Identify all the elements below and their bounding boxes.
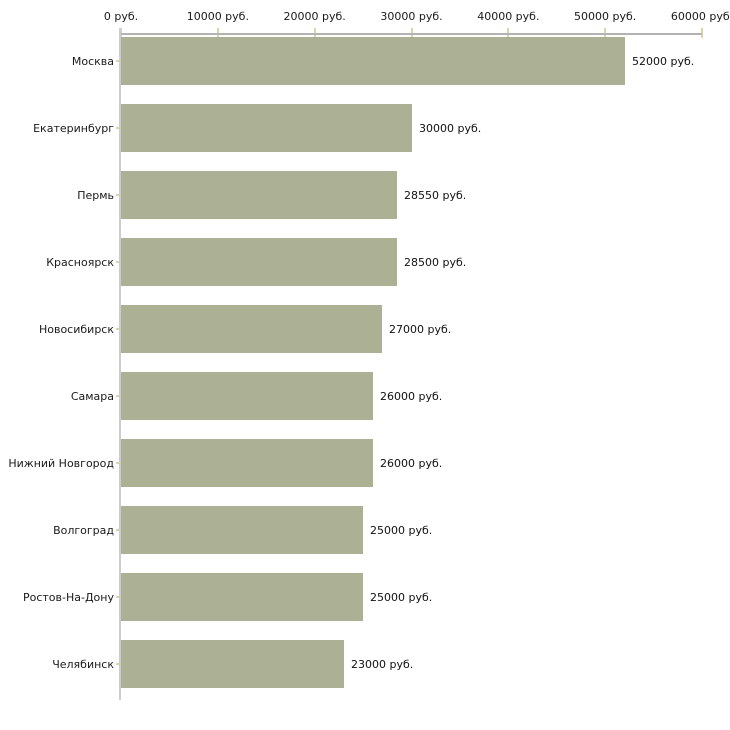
bar <box>121 37 625 85</box>
category-label: Ростов-На-Дону <box>22 590 114 604</box>
y-axis-tick-mark <box>116 60 121 62</box>
x-axis-tick-label: 60000 руб. <box>670 10 730 23</box>
x-axis-tick-mark <box>701 28 703 38</box>
x-axis-tick-label: 30000 руб. <box>380 10 443 23</box>
bar <box>121 171 397 219</box>
value-label: 25000 руб. <box>370 523 433 537</box>
category-label: Нижний Новгород <box>8 456 114 470</box>
y-axis-tick-mark <box>116 395 121 397</box>
value-label: 28500 руб. <box>404 255 467 269</box>
category-label: Челябинск <box>52 657 114 671</box>
bar <box>121 573 363 621</box>
value-label: 30000 руб. <box>419 121 482 135</box>
value-label: 25000 руб. <box>370 590 433 604</box>
y-axis-tick-mark <box>116 194 121 196</box>
x-axis-tick-label: 0 руб. <box>103 10 139 23</box>
y-axis-tick-mark <box>116 596 121 598</box>
bar <box>121 372 373 420</box>
category-label: Волгоград <box>53 523 114 537</box>
bar <box>121 238 397 286</box>
bar <box>121 104 412 152</box>
category-label: Новосибирск <box>38 322 114 336</box>
bar <box>121 640 344 688</box>
y-axis-tick-mark <box>116 529 121 531</box>
x-axis-tick-label: 10000 руб. <box>186 10 249 23</box>
x-axis-tick-label: 40000 руб. <box>477 10 540 23</box>
bar <box>121 506 363 554</box>
x-axis-line <box>121 33 702 35</box>
category-label: Пермь <box>77 188 114 202</box>
y-axis-tick-mark <box>116 462 121 464</box>
x-axis-tick-label: 50000 руб. <box>574 10 637 23</box>
category-label: Москва <box>71 54 114 68</box>
y-axis-line <box>119 28 121 700</box>
value-label: 23000 руб. <box>351 657 414 671</box>
value-label: 27000 руб. <box>389 322 452 336</box>
bar <box>121 439 373 487</box>
category-label: Екатеринбург <box>33 121 114 135</box>
y-axis-tick-mark <box>116 127 121 129</box>
value-label: 26000 руб. <box>380 389 443 403</box>
y-axis-tick-mark <box>116 663 121 665</box>
value-label: 52000 руб. <box>632 54 695 68</box>
category-label: Самара <box>70 389 114 403</box>
value-label: 26000 руб. <box>380 456 443 470</box>
x-axis-tick-label: 20000 руб. <box>283 10 346 23</box>
y-axis-tick-mark <box>116 328 121 330</box>
bar <box>121 305 382 353</box>
category-label: Красноярск <box>46 255 114 269</box>
y-axis-tick-mark <box>116 261 121 263</box>
value-label: 28550 руб. <box>404 188 467 202</box>
